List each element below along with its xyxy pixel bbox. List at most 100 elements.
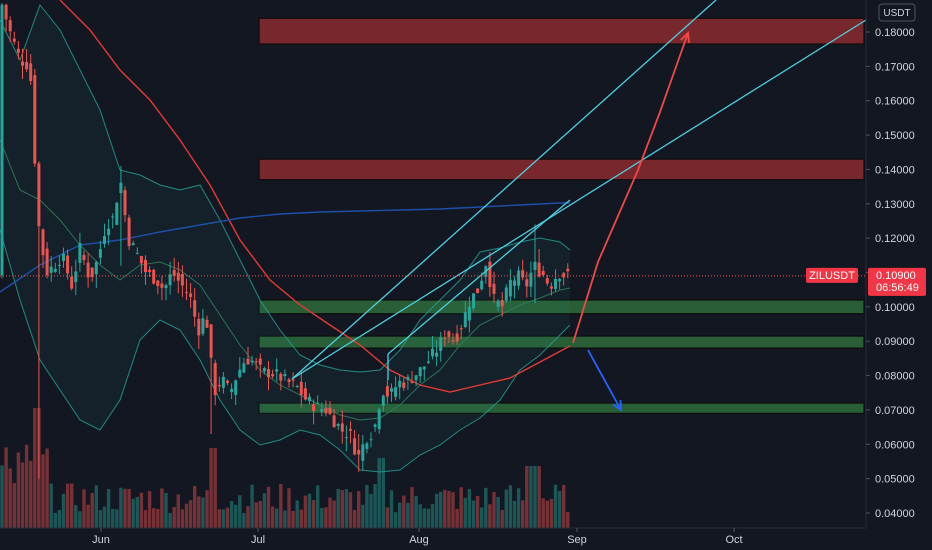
volume-bar (238, 495, 242, 528)
volume-bar (541, 498, 545, 528)
volume-bar (188, 500, 193, 528)
volume-bar (549, 498, 554, 528)
volume-bar (70, 483, 74, 528)
price-tick-label: 0.10000 (875, 302, 915, 314)
candle-body (316, 402, 320, 404)
candle-body (45, 248, 49, 276)
resistance-zone (258, 158, 865, 181)
volume-bar (246, 506, 250, 528)
bearish-projection-arrow-head (612, 399, 622, 412)
volume-bar (512, 500, 517, 528)
volume-bar (324, 507, 328, 528)
candle-body (197, 318, 201, 336)
moving-average-red (59, 0, 571, 393)
price-axis[interactable]: 0.18000 0.17000 0.16000 0.15000 0.14000 0.130… (865, 0, 915, 528)
volume-bar (123, 488, 127, 528)
volume-bar (480, 507, 484, 528)
volume-bar (467, 489, 472, 528)
candle-body (480, 280, 484, 290)
candle-body (513, 280, 516, 286)
candle-body (53, 268, 57, 272)
volume-bar (439, 491, 443, 528)
time-axis[interactable]: Jun Jul Aug Sep Oct (0, 527, 866, 546)
candle-body (103, 235, 106, 244)
volume-bar (430, 504, 435, 528)
volume-bar (127, 488, 131, 528)
volume-bar (287, 488, 291, 528)
candle-body (303, 388, 307, 400)
candle-body (156, 280, 160, 287)
volume-bar (242, 512, 246, 528)
volume-bar (295, 500, 299, 528)
volume-bar (389, 490, 394, 528)
volume-bar (90, 493, 94, 528)
candle-body (205, 319, 209, 328)
candle-body (57, 264, 61, 266)
currency-button[interactable]: USDT (878, 3, 916, 22)
candle-body (455, 333, 459, 342)
bollinger-upper (0, 3, 571, 373)
time-tick-label: Aug (409, 534, 429, 546)
volume-bar (193, 485, 197, 528)
candle-body (439, 337, 443, 351)
volume-bar (172, 506, 176, 528)
volume-bar (98, 510, 103, 528)
candle-body (472, 293, 475, 309)
bollinger-lower (0, 229, 571, 473)
price-tick-label: 0.18000 (875, 27, 915, 39)
volume-bar (385, 507, 390, 528)
volume-bar (291, 510, 295, 528)
volume-bar (311, 500, 316, 528)
candle-body (373, 424, 377, 427)
price-tick-label: 0.09000 (875, 336, 915, 348)
volume-bar (352, 510, 357, 528)
candle-body (349, 429, 352, 431)
volume-bar (340, 490, 344, 528)
candle-body (521, 270, 525, 278)
candle-body (410, 381, 414, 383)
volume-bar (447, 490, 451, 528)
volume-bar (459, 487, 463, 528)
volume-bar (164, 492, 168, 528)
volume-bar (225, 507, 230, 528)
volume-bar (373, 483, 377, 528)
symbol-tag: ZILUSDT (806, 267, 858, 283)
candle-body (476, 288, 480, 294)
volume-bar (521, 500, 525, 528)
candle-body (168, 274, 172, 286)
volume-bar (316, 485, 320, 528)
volume-bar (262, 493, 267, 528)
candle-body (131, 243, 135, 246)
candle-body (230, 388, 234, 393)
volume-bar (217, 509, 221, 528)
candle-body (33, 75, 37, 164)
trendline-steep (291, 0, 717, 380)
candle-body (123, 190, 127, 216)
price-tick-label: 0.12000 (875, 233, 915, 245)
candlesticks (0, 3, 570, 479)
volume-bar (250, 484, 254, 528)
volume-bar (525, 466, 529, 528)
candle-body (12, 38, 16, 42)
volume-bar (418, 504, 422, 528)
volume-bar (8, 468, 12, 528)
candle-body (431, 348, 434, 357)
price-tick-label: 0.06000 (875, 439, 915, 451)
candle-body (558, 279, 562, 282)
candle-body (390, 388, 393, 392)
candle-body (254, 361, 258, 363)
candle-body (361, 444, 365, 461)
volume-bar (504, 489, 508, 528)
volume-bar (53, 512, 57, 528)
candle-body (90, 267, 94, 277)
candle-body (111, 216, 115, 218)
volume-bar (533, 466, 537, 528)
volume-bar (213, 448, 217, 528)
volume-bar (168, 512, 172, 528)
candle-body (213, 362, 217, 396)
candle-body (504, 287, 508, 301)
volume-bar (475, 496, 480, 528)
candle-body (549, 286, 553, 289)
volume-bar (0, 465, 4, 528)
